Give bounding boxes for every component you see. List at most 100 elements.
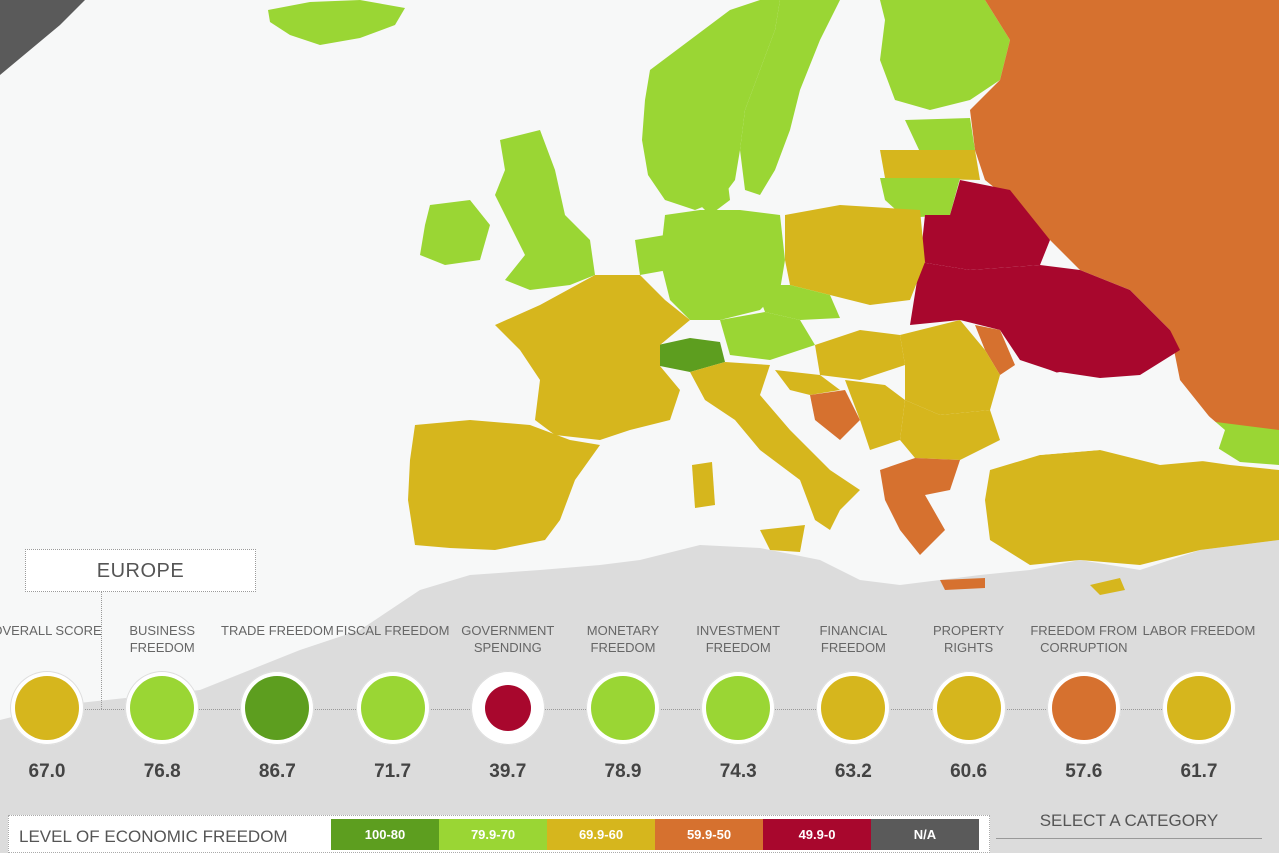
country-czechia[interactable]	[755, 285, 840, 320]
country-moldova[interactable]	[975, 325, 1015, 375]
country-belarus[interactable]	[920, 180, 1050, 270]
category-fiscal-freedom[interactable]: FISCAL FREEDOM 71.7	[335, 622, 451, 783]
country-uk[interactable]	[495, 130, 595, 290]
category-label: FREEDOM FROM CORRUPTION	[1030, 623, 1138, 655]
select-category-button[interactable]: SELECT A CATEGORY	[996, 808, 1262, 839]
country-denmark[interactable]	[695, 160, 730, 215]
category-score-circle[interactable]	[931, 671, 1006, 745]
country-norway[interactable]	[642, 0, 780, 210]
country-crete[interactable]	[940, 578, 985, 590]
country-sweden[interactable]	[740, 0, 840, 195]
category-score: 76.8	[143, 761, 181, 782]
category-score: 61.7	[1180, 761, 1218, 782]
category-score-circle[interactable]	[1046, 671, 1121, 745]
country-ukraine[interactable]	[910, 262, 1180, 400]
black-sea	[1002, 372, 1225, 465]
country-lithuania[interactable]	[880, 178, 960, 218]
country-finland[interactable]	[880, 0, 1010, 110]
category-score-dot	[245, 676, 310, 740]
category-label: BUSINESS FREEDOM	[129, 623, 196, 655]
legend-swatch: 69.9-60	[547, 819, 655, 850]
category-government-spending[interactable]: GOVERNMENT SPENDING 39.7	[450, 622, 566, 783]
category-score-dot	[360, 676, 425, 740]
category-score-dot	[1167, 676, 1231, 740]
category-score-circle[interactable]	[10, 671, 84, 745]
country-iceland[interactable]	[268, 0, 405, 45]
country-latvia[interactable]	[880, 150, 980, 180]
category-score-circle[interactable]	[355, 671, 430, 745]
category-score-dot	[936, 676, 1001, 740]
country-poland[interactable]	[785, 205, 925, 305]
category-label: OVERALL SCORE	[0, 623, 102, 638]
country-spain-portugal[interactable]	[408, 420, 600, 550]
category-label: TRADE FREEDOM	[221, 623, 334, 638]
category-score-dot	[484, 685, 531, 731]
country-estonia[interactable]	[905, 118, 975, 152]
category-freedom-from-corruption[interactable]: FREEDOM FROM CORRUPTION 57.6	[1026, 622, 1142, 783]
category-score: 60.6	[950, 761, 988, 782]
category-score-circle[interactable]	[586, 671, 660, 745]
category-score-dot	[130, 676, 195, 740]
category-score: 63.2	[834, 761, 872, 782]
category-label: MONETARY FREEDOM	[586, 623, 660, 655]
category-score-dot	[591, 676, 655, 740]
country-netherlands[interactable]	[635, 235, 668, 275]
category-trade-freedom[interactable]: TRADE FREEDOM 86.7	[219, 622, 335, 783]
country-italy[interactable]	[690, 362, 860, 530]
category-score-circle[interactable]	[701, 671, 776, 745]
region-label[interactable]: EUROPE	[25, 549, 256, 592]
category-score-dot	[1051, 676, 1116, 740]
country-hungary[interactable]	[815, 330, 905, 380]
country-germany[interactable]	[660, 210, 785, 320]
economic-freedom-legend: LEVEL OF ECONOMIC FREEDOM 100-80 79.9-70 6…	[8, 815, 990, 853]
category-score: 57.6	[1065, 761, 1103, 782]
category-label: LABOR FREEDOM	[1142, 623, 1256, 638]
category-monetary-freedom[interactable]: MONETARY FREEDOM 78.9	[565, 622, 681, 783]
category-investment-freedom[interactable]: INVESTMENT FREEDOM 74.3	[680, 622, 796, 783]
legend-title: LEVEL OF ECONOMIC FREEDOM	[19, 827, 288, 846]
category-financial-freedom[interactable]: FINANCIAL FREEDOM 63.2	[795, 622, 911, 783]
country-cyprus[interactable]	[1090, 578, 1125, 595]
legend-swatch: 100-80	[331, 819, 439, 850]
category-label: INVESTMENT FREEDOM	[696, 623, 781, 655]
category-score: 71.7	[374, 761, 412, 782]
category-score-dot	[706, 676, 771, 740]
category-score-circle[interactable]	[240, 671, 315, 745]
category-score-circle[interactable]	[125, 671, 200, 745]
country-russia[interactable]	[970, 0, 1279, 440]
category-score: 78.9	[604, 761, 642, 782]
category-overall-score[interactable]: OVERALL SCORE 67.0	[0, 622, 105, 783]
category-score-dot	[821, 676, 886, 740]
category-score: 67.0	[28, 761, 66, 782]
country-greece[interactable]	[880, 458, 960, 555]
country-switzerland[interactable]	[658, 338, 725, 372]
greenland-land	[0, 0, 85, 75]
country-romania[interactable]	[900, 320, 1000, 415]
country-croatia[interactable]	[775, 370, 840, 395]
category-score-circle[interactable]	[1162, 671, 1236, 745]
country-ireland[interactable]	[420, 200, 490, 265]
legend-swatch: 59.9-50	[655, 819, 763, 850]
legend-swatch: N/A	[871, 819, 979, 850]
category-business-freedom[interactable]: BUSINESS FREEDOM 76.8	[104, 622, 220, 783]
country-sicily[interactable]	[760, 525, 805, 552]
category-labor-freedom[interactable]: LABOR FREEDOM 61.7	[1141, 622, 1257, 783]
category-label: FISCAL FREEDOM	[335, 623, 450, 638]
category-score-dot	[15, 676, 79, 740]
country-france[interactable]	[495, 275, 690, 440]
category-property-rights[interactable]: PROPERTY RIGHTS 60.6	[911, 622, 1027, 783]
country-serbia[interactable]	[845, 380, 905, 450]
category-label: GOVERNMENT SPENDING	[461, 623, 555, 655]
country-bosnia[interactable]	[810, 390, 860, 440]
country-turkey[interactable]	[985, 450, 1279, 565]
connector-line-vertical	[101, 592, 102, 709]
category-label: FINANCIAL FREEDOM	[819, 623, 888, 655]
category-score-circle[interactable]	[470, 671, 545, 745]
country-austria[interactable]	[720, 312, 815, 360]
category-score-circle[interactable]	[816, 671, 891, 745]
legend-swatch: 79.9-70	[439, 819, 547, 850]
country-sardinia[interactable]	[692, 462, 715, 508]
category-label: PROPERTY RIGHTS	[932, 623, 1005, 655]
country-bulgaria[interactable]	[900, 400, 1000, 460]
category-score: 74.3	[719, 761, 757, 782]
